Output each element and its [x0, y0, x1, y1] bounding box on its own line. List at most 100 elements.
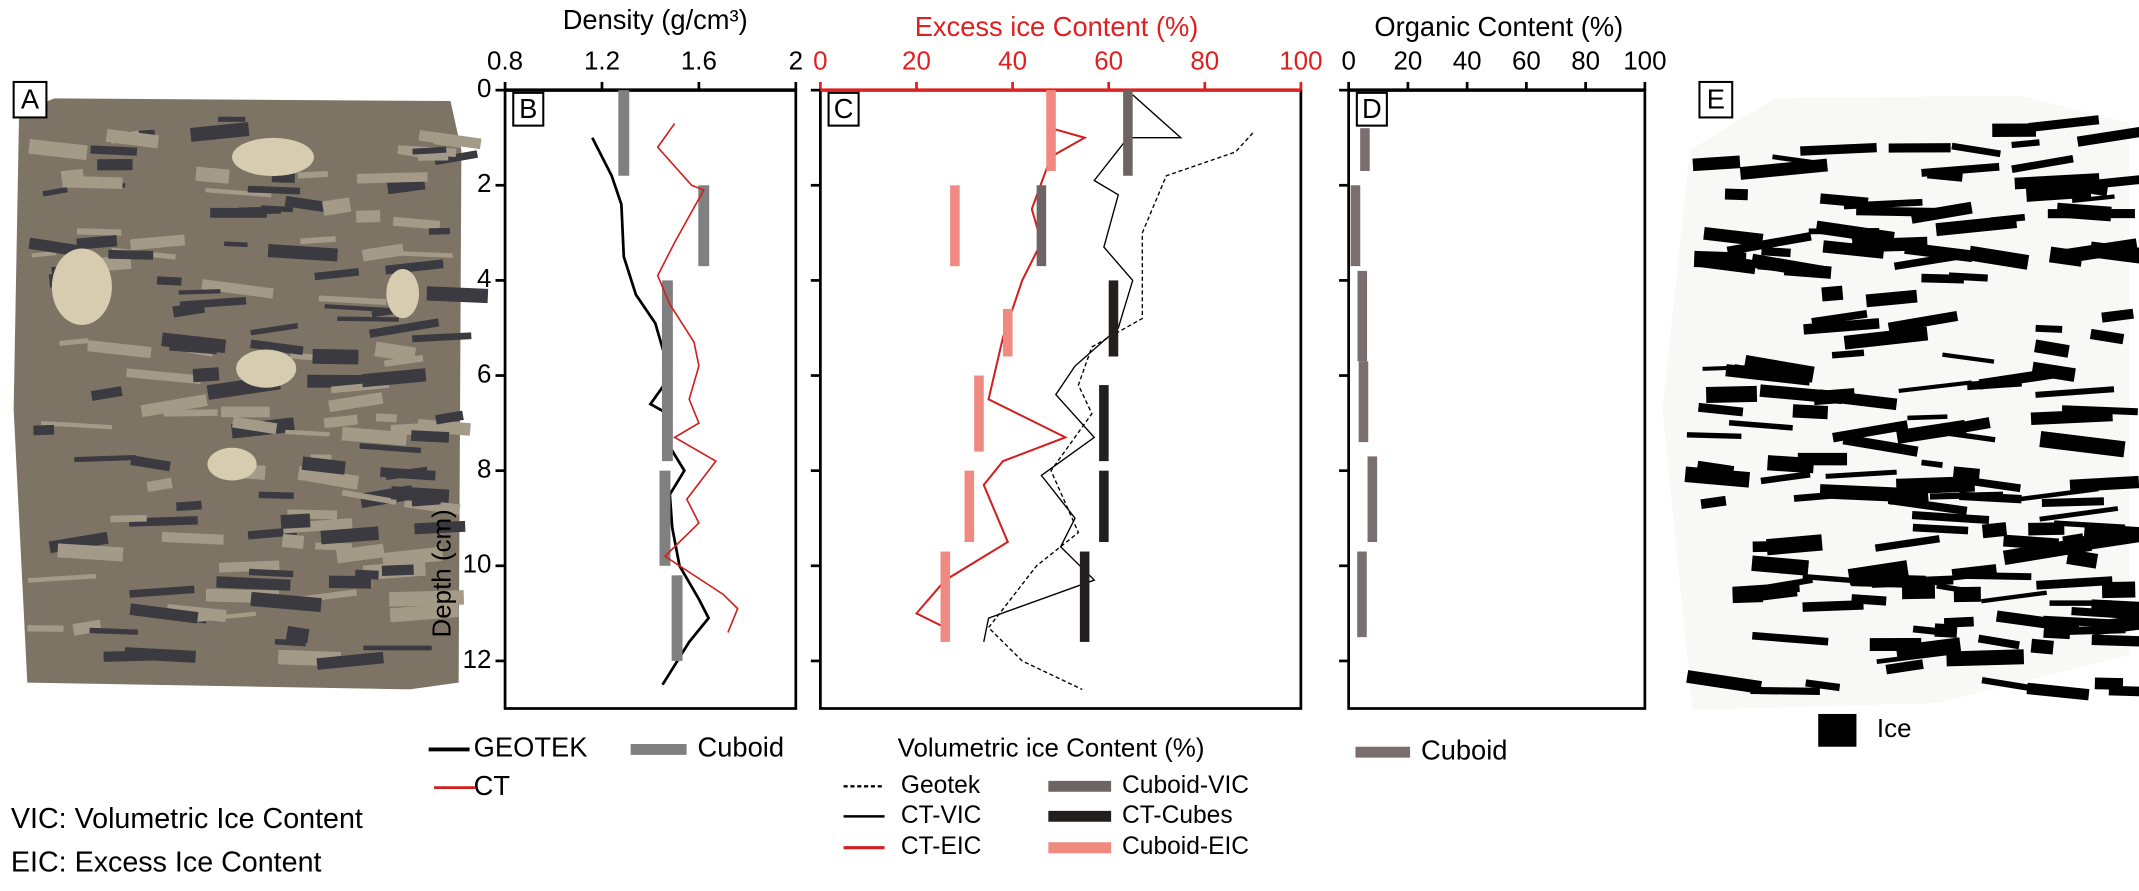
- ice-legend-label: Ice: [1877, 715, 1912, 743]
- photo-texture: [1739, 158, 1828, 180]
- photo-texture: [2039, 431, 2126, 458]
- photo-texture: [1885, 659, 1924, 675]
- photo-texture: [1871, 575, 1954, 588]
- photo-texture: [210, 207, 267, 218]
- photo-texture: [1904, 242, 1974, 263]
- photo-texture: [399, 251, 453, 258]
- photo-texture: [301, 456, 346, 475]
- photo-texture: [324, 304, 392, 313]
- x-tick-label: 0: [1341, 48, 1355, 76]
- photo-texture: [328, 575, 372, 589]
- photo-texture: [1898, 380, 1972, 394]
- legend-label: Cuboid-EIC: [1122, 833, 1249, 860]
- photo-texture: [76, 235, 118, 250]
- photo-texture: [1761, 246, 1791, 258]
- photo-texture: [1865, 289, 1918, 308]
- photo-texture: [1686, 432, 1742, 439]
- range-bar: [1123, 90, 1133, 176]
- photo-texture: [412, 146, 447, 155]
- photo-texture: [1876, 649, 1953, 665]
- photo-texture: [417, 155, 449, 161]
- photo-texture: [1895, 637, 1962, 660]
- y-tick-label: 10: [463, 551, 492, 579]
- range-bar: [1108, 280, 1119, 357]
- x-tick-label: 40: [1453, 48, 1482, 76]
- photo-texture: [126, 368, 202, 385]
- photo-texture: [1981, 522, 2008, 539]
- x-tick-label: 60: [1094, 48, 1123, 76]
- photo-texture: [42, 187, 68, 197]
- photo-texture: [130, 234, 186, 251]
- x-tick-label: 0.8: [487, 48, 523, 76]
- photo-clast: [236, 349, 297, 388]
- y-tick-label: 6: [477, 360, 491, 388]
- range-bar: [964, 470, 975, 543]
- photo-texture: [2069, 475, 2139, 493]
- photo-texture: [433, 136, 461, 148]
- photo-texture: [1951, 142, 2001, 158]
- photo-texture: [1888, 143, 1951, 153]
- photo-texture: [1995, 610, 2080, 634]
- photo-texture: [1684, 466, 1751, 488]
- photo-texture: [337, 316, 399, 322]
- photo-texture: [1728, 419, 1793, 431]
- photo-texture: [76, 228, 122, 236]
- photo-texture: [89, 627, 138, 635]
- photo-texture: [361, 368, 427, 388]
- photo-texture: [40, 420, 113, 430]
- photo-texture: [74, 455, 136, 463]
- photo-clast: [386, 268, 420, 319]
- legend-label: CT-EIC: [901, 833, 982, 860]
- photo-texture: [1977, 634, 2020, 650]
- photo-texture: [359, 443, 422, 454]
- photo-texture: [1942, 352, 1995, 364]
- x-tick-label: 20: [1393, 48, 1422, 76]
- x-tick-label: 100: [1623, 48, 1666, 76]
- photo-texture: [247, 185, 301, 195]
- legend-label: CT-Cubes: [1122, 802, 1233, 829]
- photo-texture: [2089, 241, 2139, 267]
- range-bar: [1036, 185, 1047, 267]
- photo-texture: [341, 426, 408, 446]
- photo-texture: [1759, 384, 1843, 405]
- range-bar: [1099, 385, 1109, 462]
- photo-texture: [1760, 471, 1811, 485]
- x-tick-label: 40: [998, 48, 1027, 76]
- photo-texture: [280, 513, 311, 529]
- x-tick-label: 1.6: [681, 48, 717, 76]
- core-photo: [13, 98, 489, 690]
- photo-texture: [1750, 686, 1820, 695]
- photo-texture: [232, 416, 278, 435]
- photo-texture: [1697, 402, 1744, 417]
- ice-map: [1662, 95, 2139, 710]
- photo-texture: [1792, 404, 1829, 420]
- photo-texture: [392, 216, 441, 230]
- y-tick-label: 12: [463, 646, 492, 674]
- y-tick-label: 8: [477, 456, 491, 484]
- photo-texture: [250, 323, 299, 336]
- range-bar: [661, 280, 673, 376]
- photo-texture: [260, 205, 294, 213]
- photo-texture: [146, 477, 173, 493]
- range-bar: [618, 90, 630, 176]
- photo-texture: [383, 355, 424, 367]
- photo-texture: [274, 638, 306, 647]
- photo-texture: [2091, 634, 2139, 648]
- photo-texture: [1842, 434, 1919, 457]
- photo-texture: [103, 649, 173, 662]
- range-bar: [659, 470, 671, 566]
- photo-texture: [201, 279, 274, 299]
- photo-texture: [2041, 497, 2105, 507]
- photo-texture: [2071, 194, 2115, 204]
- photo-texture: [27, 573, 97, 583]
- photo-texture: [216, 576, 291, 591]
- panel-label-box: [827, 91, 860, 127]
- photo-texture: [2030, 408, 2113, 426]
- photo-texture: [169, 341, 218, 355]
- photo-texture: [356, 172, 428, 184]
- range-bar: [1350, 185, 1361, 267]
- photo-texture: [363, 645, 432, 651]
- photo-texture: [411, 496, 441, 507]
- panel-label: D: [1362, 93, 1382, 124]
- photo-texture: [1705, 385, 1758, 404]
